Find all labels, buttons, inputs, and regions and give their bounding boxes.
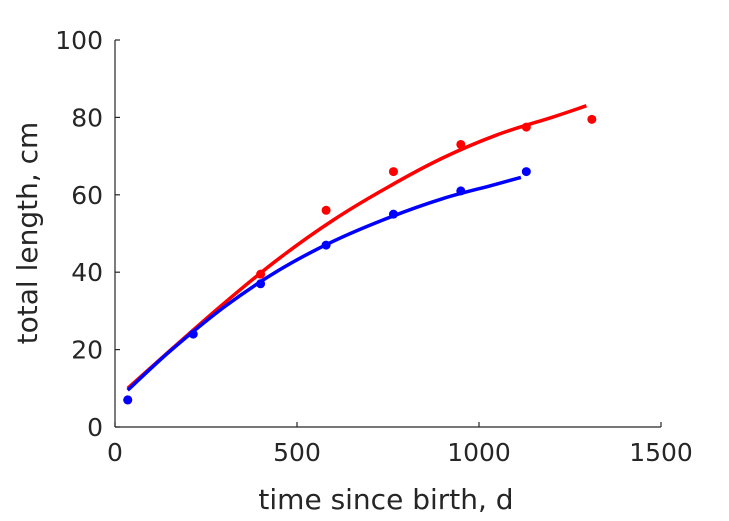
series-1 [123,167,531,405]
axes [114,40,661,428]
series-layer [123,104,597,405]
x-axis-label: time since birth, d [258,483,513,516]
series-0 [123,104,597,405]
data-point [388,167,398,177]
data-point [521,167,531,177]
x-tick-label: 500 [273,438,321,467]
data-point [521,122,531,132]
data-point [123,395,133,405]
x-tick-label: 1500 [629,438,693,467]
y-ticks: 0 20 40 60 80 100 [55,26,120,442]
y-tick-label: 20 [71,336,103,365]
data-point [321,205,331,215]
x-tick-label: 1000 [447,438,511,467]
data-point [456,186,466,196]
y-tick-label: 80 [71,103,103,132]
data-point [587,114,597,124]
x-tick-label: 0 [107,438,123,467]
fit-curve-0 [126,104,587,390]
data-point [456,139,466,149]
y-tick-label: 0 [87,413,103,442]
data-point [256,279,266,289]
y-tick-label: 100 [55,26,103,55]
data-point [388,209,398,219]
y-axis-label: total length, cm [11,122,44,345]
data-point [321,240,331,250]
data-point [256,269,266,279]
y-tick-label: 60 [71,181,103,210]
fit-curve-1 [126,175,522,392]
x-ticks: 0 500 1000 1500 [107,422,693,467]
y-tick-label: 40 [71,258,103,287]
data-point [188,329,198,339]
